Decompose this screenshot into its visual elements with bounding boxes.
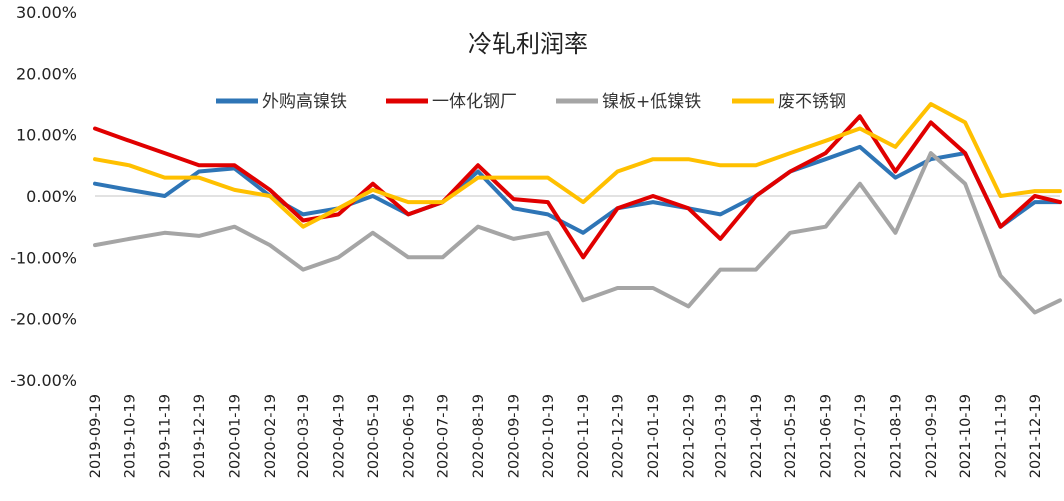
series-line-2 xyxy=(93,114,1062,260)
x-tick-label: 2020-05-19 xyxy=(366,394,382,478)
legend-label: 废不锈钢 xyxy=(778,92,846,112)
x-tick-label: 2020-08-19 xyxy=(471,394,487,478)
x-tick-label: 2021-11-19 xyxy=(994,394,1010,478)
series-line-3 xyxy=(93,151,1062,315)
x-tick-label: 2020-06-19 xyxy=(401,394,417,478)
x-tick-label: 2019-09-19 xyxy=(88,394,104,478)
x-tick-label: 2021-12-19 xyxy=(1028,394,1044,478)
x-tick-label: 2020-01-19 xyxy=(227,394,243,478)
legend: 外购高镍铁 一体化钢厂 镍板+低镍铁 废不锈钢 xyxy=(216,92,846,112)
x-tick-label: 2021-10-19 xyxy=(958,394,974,478)
x-axis: 2019-09-19 2019-10-19 2019-11-19 2019-12-19… xyxy=(88,394,1044,478)
x-tick-label: 2021-07-19 xyxy=(853,394,869,478)
series-line-1 xyxy=(93,144,1062,235)
x-tick-label: 2019-12-19 xyxy=(192,394,208,478)
x-tick-label: 2020-11-19 xyxy=(576,394,592,478)
x-tick-label: 2019-11-19 xyxy=(158,394,174,478)
series-line-4 xyxy=(93,102,1062,229)
legend-label: 外购高镍铁 xyxy=(262,92,347,112)
x-tick-label: 2020-12-19 xyxy=(611,394,627,478)
x-tick-label: 2021-03-19 xyxy=(713,394,729,478)
y-tick-label: 0.00% xyxy=(26,187,77,206)
y-tick-label: 20.00% xyxy=(16,64,77,83)
x-tick-label: 2021-02-19 xyxy=(681,394,697,478)
y-tick-label: -20.00% xyxy=(10,310,77,329)
x-tick-label: 2021-04-19 xyxy=(749,394,765,478)
x-tick-label: 2019-10-19 xyxy=(122,394,138,478)
legend-label: 镍板+低镍铁 xyxy=(602,92,701,112)
y-tick-label: 30.00% xyxy=(16,3,77,22)
x-tick-label: 2021-01-19 xyxy=(646,394,662,478)
y-axis: 30.00% 20.00% 10.00% 0.00% -10.00% -20.00% -30… xyxy=(10,3,77,390)
x-tick-label: 2020-07-19 xyxy=(436,394,452,478)
x-tick-label: 2020-02-19 xyxy=(263,394,279,478)
legend-label: 一体化钢厂 xyxy=(432,92,517,112)
x-tick-label: 2020-03-19 xyxy=(296,394,312,478)
chart-title: 冷轧利润率 xyxy=(468,30,588,58)
x-tick-label: 2021-09-19 xyxy=(924,394,940,478)
series-group xyxy=(93,102,1062,315)
x-tick-label: 2021-08-19 xyxy=(888,394,904,478)
x-tick-label: 2020-09-19 xyxy=(506,394,522,478)
y-tick-label: 10.00% xyxy=(16,126,77,145)
y-tick-label: -30.00% xyxy=(10,371,77,390)
x-tick-label: 2020-04-19 xyxy=(332,394,348,478)
x-tick-label: 2020-10-19 xyxy=(541,394,557,478)
x-tick-label: 2021-06-19 xyxy=(819,394,835,478)
y-tick-label: -10.00% xyxy=(10,248,77,267)
x-tick-label: 2021-05-19 xyxy=(783,394,799,478)
